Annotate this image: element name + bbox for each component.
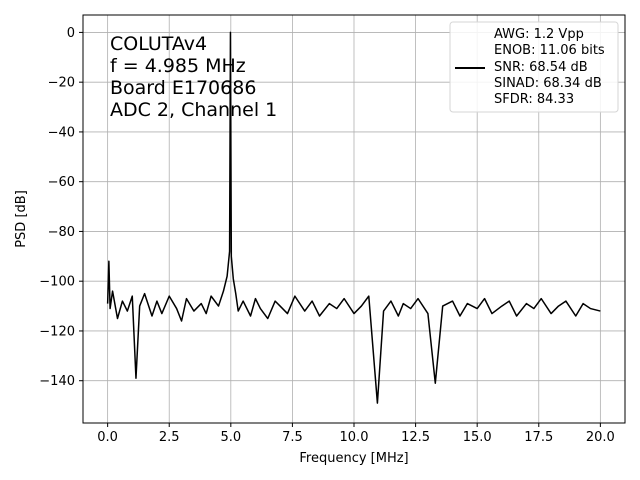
x-tick-label: 0.0 [97,430,118,445]
psd-series-line [106,31,601,404]
x-axis-label: Frequency [MHz] [299,451,408,466]
y-tick-label: −20 [48,76,75,91]
legend-entry-2: ENOB: 11.06 bits [494,43,605,58]
x-tick-label: 2.5 [159,430,180,445]
x-tick-label: 10.0 [340,430,369,445]
legend-box [449,21,619,113]
x-tick-label: 17.5 [524,430,553,445]
x-tick-label: 12.5 [401,430,430,445]
y-tick-label: −80 [48,225,75,240]
x-tick-label: 5.0 [220,430,241,445]
legend-entry-5: SFDR: 84.33 [494,92,574,107]
y-axis-label: PSD [dB] [14,190,29,248]
x-tick-label: 20.0 [586,430,615,445]
annotation-line-1: COLUTAv4 [110,33,207,55]
annotation-text-block: COLUTAv4 f = 4.985 MHz Board E170686 ADC… [110,33,277,121]
x-tick-label: 15.0 [463,430,492,445]
y-tick-label: −140 [39,374,75,389]
y-tick-label: −60 [48,175,75,190]
legend-entry-1: AWG: 1.2 Vpp [494,27,584,42]
legend-entry-3: SNR: 68.54 dB [494,60,588,75]
plot-frame [82,14,626,424]
y-tick-label: 0 [67,26,75,41]
x-tick-label: 7.5 [282,430,303,445]
y-tick-labels: 0 −20 −40 −60 −80 −100 −120 −140 [39,26,75,389]
y-tick-label: −100 [39,275,75,290]
y-tick-label: −120 [39,324,75,339]
axis-ticks [79,31,601,427]
legend-entry-4: SINAD: 68.34 dB [494,76,602,91]
annotation-line-4: ADC 2, Channel 1 [110,99,277,121]
legend: AWG: 1.2 Vpp ENOB: 11.06 bits SNR: 68.54… [449,21,619,113]
x-tick-labels: 0.0 2.5 5.0 7.5 10.0 12.5 15.0 17.5 20.0 [97,430,615,445]
annotation-line-2: f = 4.985 MHz [110,55,246,77]
annotation-line-3: Board E170686 [110,77,256,99]
y-tick-label: −40 [48,125,75,140]
